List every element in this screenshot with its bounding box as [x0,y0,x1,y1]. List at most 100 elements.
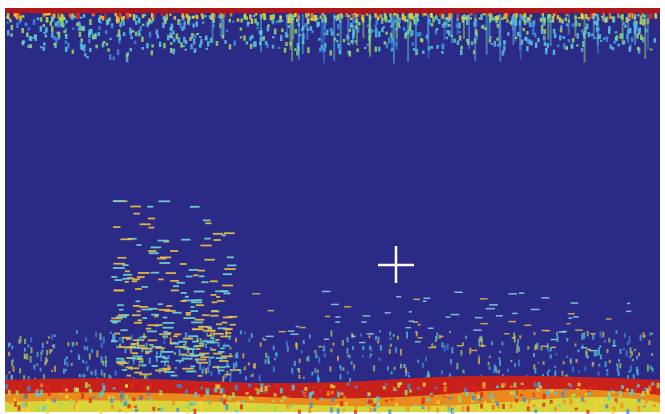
seabed-speck [472,396,475,401]
surface-speck [374,13,377,18]
fish-mark [541,346,549,348]
surface-speck [307,47,310,53]
fish-arch [198,326,203,328]
seabed-speck [451,408,454,410]
surface-speck [90,29,93,35]
fish-arch [171,375,178,377]
surface-speck [380,14,383,17]
bottom-speck [143,333,145,339]
fish-arch [115,279,123,281]
surface-speck [375,28,378,34]
surface-streak [409,14,411,37]
surface-speck [531,41,534,45]
seabed-speck [172,400,175,405]
surface-speck [107,19,110,24]
bottom-speck [389,349,391,354]
fish-arch [173,312,182,314]
surface-speck [183,37,186,43]
surface-speck [438,19,441,24]
fish-arch [136,300,141,302]
surface-speck [146,43,149,48]
surface-speck [98,32,101,36]
seabed-speck [124,402,127,406]
bottom-speck [630,355,632,358]
bottom-speck [102,361,104,366]
surface-speck [229,44,232,49]
fish-arch [137,310,141,312]
seabed-speck [35,390,38,392]
fish-mark [409,321,415,323]
bottom-speck [397,336,399,340]
surface-speck [264,15,267,20]
surface-speck [315,18,318,21]
seabed-speck [477,395,480,399]
seabed-speck [102,383,105,386]
bottom-speck [501,342,503,346]
bottom-speck [265,359,267,364]
bottom-speck [209,357,211,363]
surface-speck [105,30,108,34]
seabed-speck [461,392,464,395]
surface-streak [302,14,304,54]
bottom-speck [636,356,638,360]
bottom-speck [516,344,518,350]
bottom-speck [315,351,317,358]
seabed-speck [355,407,358,409]
surface-speck [554,33,557,38]
seabed-speck [75,404,78,410]
surface-speck [552,16,555,22]
seabed-speck [158,408,161,410]
seabed-speck [16,391,19,396]
bottom-speck [51,370,53,372]
surface-speck [624,25,627,28]
fish-arch [213,353,222,355]
fish-mark [451,314,460,316]
surface-streak [407,14,409,62]
fish-arch [113,200,125,202]
bottom-speck [394,367,396,371]
surface-speck [304,23,307,27]
surface-speck [118,14,121,17]
fish-arch [221,356,233,358]
fish-arch [181,239,190,241]
surface-speck [553,50,556,55]
bottom-speck [406,332,408,339]
surface-speck [135,21,138,25]
fish-arch [157,258,166,260]
bottom-speck [143,364,145,367]
seabed-speck [399,382,402,384]
surface-speck [568,39,571,43]
seabed-speck [533,404,536,407]
surface-speck [172,49,175,55]
bottom-speck [27,345,29,348]
seabed-speck [459,399,462,403]
fish-mark [575,329,583,331]
fish-arch [223,345,230,347]
surface-speck [75,13,78,18]
surface-speck [581,48,584,52]
surface-speck [612,47,615,50]
fish-arch [121,238,133,240]
surface-speck [169,33,172,36]
surface-streak [443,14,445,40]
seabed-speck [81,393,84,399]
bottom-speck [220,359,222,362]
fish-arch [220,347,224,349]
fish-arch [182,368,194,370]
seabed-speck [292,385,295,391]
surface-speck [232,21,235,23]
fish-arch [145,351,153,353]
seabed-speck [492,399,495,402]
bottom-speck [346,348,348,354]
fish-arch [142,286,148,288]
bottom-speck [226,362,228,366]
fish-arch [213,239,220,241]
fish-arch [113,226,120,228]
fish-arch [175,346,183,348]
fish-arch [198,270,205,272]
surface-speck [654,38,657,43]
surface-speck [161,13,164,16]
seabed-speck [467,406,470,412]
surface-streak [306,14,308,40]
seabed-speck [179,384,182,388]
